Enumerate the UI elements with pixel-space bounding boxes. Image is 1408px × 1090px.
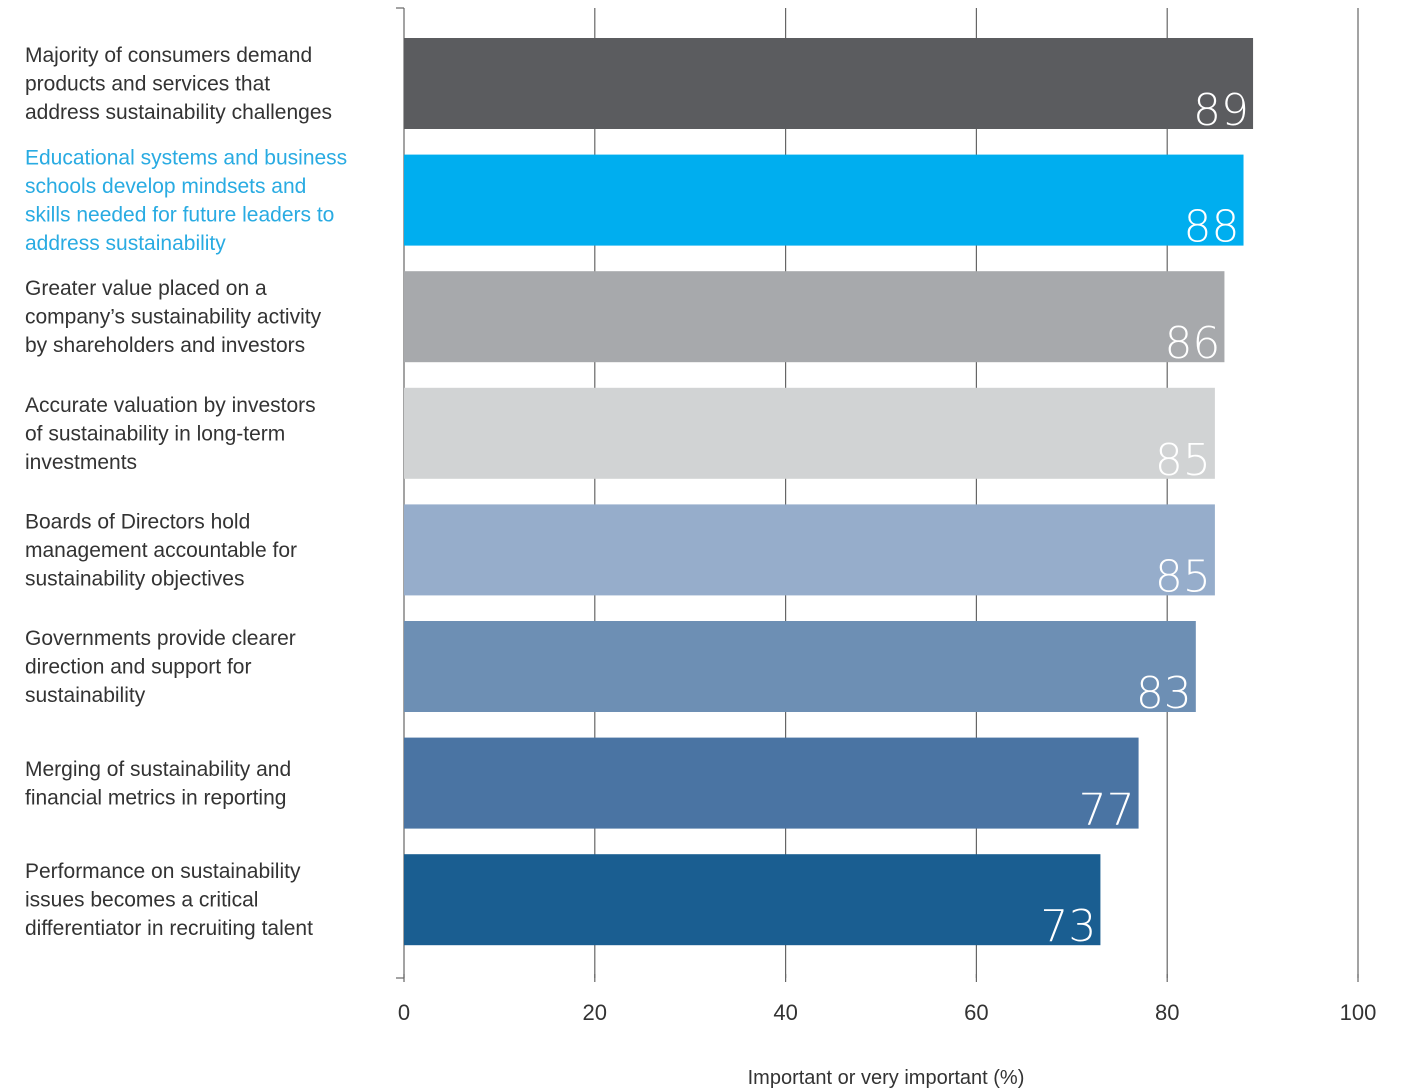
category-label-line: Educational systems and business bbox=[25, 146, 347, 169]
x-axis-ticks: 0 20 40 60 80 100 bbox=[398, 974, 1376, 1025]
category-label-line: company’s sustainability activity bbox=[25, 306, 322, 329]
category-label-line: of sustainability in long-term bbox=[25, 422, 285, 445]
category-label-line: Performance on sustainability bbox=[25, 860, 301, 883]
category-label-line: products and services that bbox=[25, 73, 270, 96]
category-label-line: schools develop mindsets and bbox=[25, 175, 306, 198]
category-label-line: direction and support for bbox=[25, 656, 251, 679]
category-label-line: Accurate valuation by investors bbox=[25, 394, 316, 417]
data-label: 89 bbox=[1193, 85, 1249, 136]
category-label-line: Governments provide clearer bbox=[25, 627, 296, 650]
category-label-line: issues becomes a critical bbox=[25, 889, 258, 912]
data-label: 85 bbox=[1155, 435, 1211, 486]
bar bbox=[404, 504, 1215, 595]
data-label: 77 bbox=[1079, 785, 1135, 836]
category-label-line: sustainability objectives bbox=[25, 567, 244, 590]
tick-label: 20 bbox=[583, 1000, 607, 1025]
category-label: Majority of consumers demand products and… bbox=[25, 44, 332, 124]
category-label: Governments provide clearer direction and… bbox=[25, 627, 296, 707]
category-label: Educational systems and business schools … bbox=[25, 146, 347, 255]
data-label: 73 bbox=[1040, 901, 1096, 952]
tick-label: 80 bbox=[1155, 1000, 1179, 1025]
category-label-line: Merging of sustainability and bbox=[25, 758, 291, 781]
bar bbox=[404, 155, 1244, 246]
tick-label: 100 bbox=[1340, 1000, 1377, 1025]
tick-label: 60 bbox=[964, 1000, 988, 1025]
category-label: Boards of Directors hold management accou… bbox=[25, 510, 297, 590]
category-label: Accurate valuation by investors of sustai… bbox=[25, 394, 316, 474]
category-label-line: by shareholders and investors bbox=[25, 334, 305, 357]
data-label: 85 bbox=[1155, 551, 1211, 602]
bar bbox=[404, 738, 1139, 829]
category-label-line: differentiator in recruiting talent bbox=[25, 917, 313, 940]
data-label: 88 bbox=[1184, 202, 1240, 253]
bar bbox=[404, 388, 1215, 479]
category-label-line: investments bbox=[25, 451, 137, 474]
category-label-line: address sustainability challenges bbox=[25, 101, 332, 124]
category-label-line: Majority of consumers demand bbox=[25, 44, 312, 67]
category-label: Merging of sustainability and financial m… bbox=[25, 758, 291, 810]
grid-lines bbox=[396, 8, 1358, 978]
x-axis-title: Important or very important (%) bbox=[748, 1067, 1025, 1089]
bar bbox=[404, 38, 1253, 129]
tick-label: 40 bbox=[773, 1000, 797, 1025]
category-label-line: management accountable for bbox=[25, 539, 297, 562]
tick-label: 0 bbox=[398, 1000, 410, 1025]
category-label-line: Boards of Directors hold bbox=[25, 510, 250, 533]
category-label: Greater value placed on a company’s susta… bbox=[25, 277, 322, 357]
category-labels: Majority of consumers demand products and… bbox=[25, 44, 347, 940]
data-label: 83 bbox=[1136, 668, 1192, 719]
category-label-line: skills needed for future leaders to bbox=[25, 203, 334, 226]
category-label-line: sustainability bbox=[25, 684, 146, 707]
bar bbox=[404, 854, 1100, 945]
data-label: 86 bbox=[1164, 318, 1220, 369]
category-label: Performance on sustainability issues beco… bbox=[25, 860, 313, 940]
category-label-line: Greater value placed on a bbox=[25, 277, 267, 300]
category-label-line: financial metrics in reporting bbox=[25, 786, 286, 809]
bar bbox=[404, 621, 1196, 712]
category-label-line: address sustainability bbox=[25, 232, 226, 255]
bar bbox=[404, 271, 1224, 362]
